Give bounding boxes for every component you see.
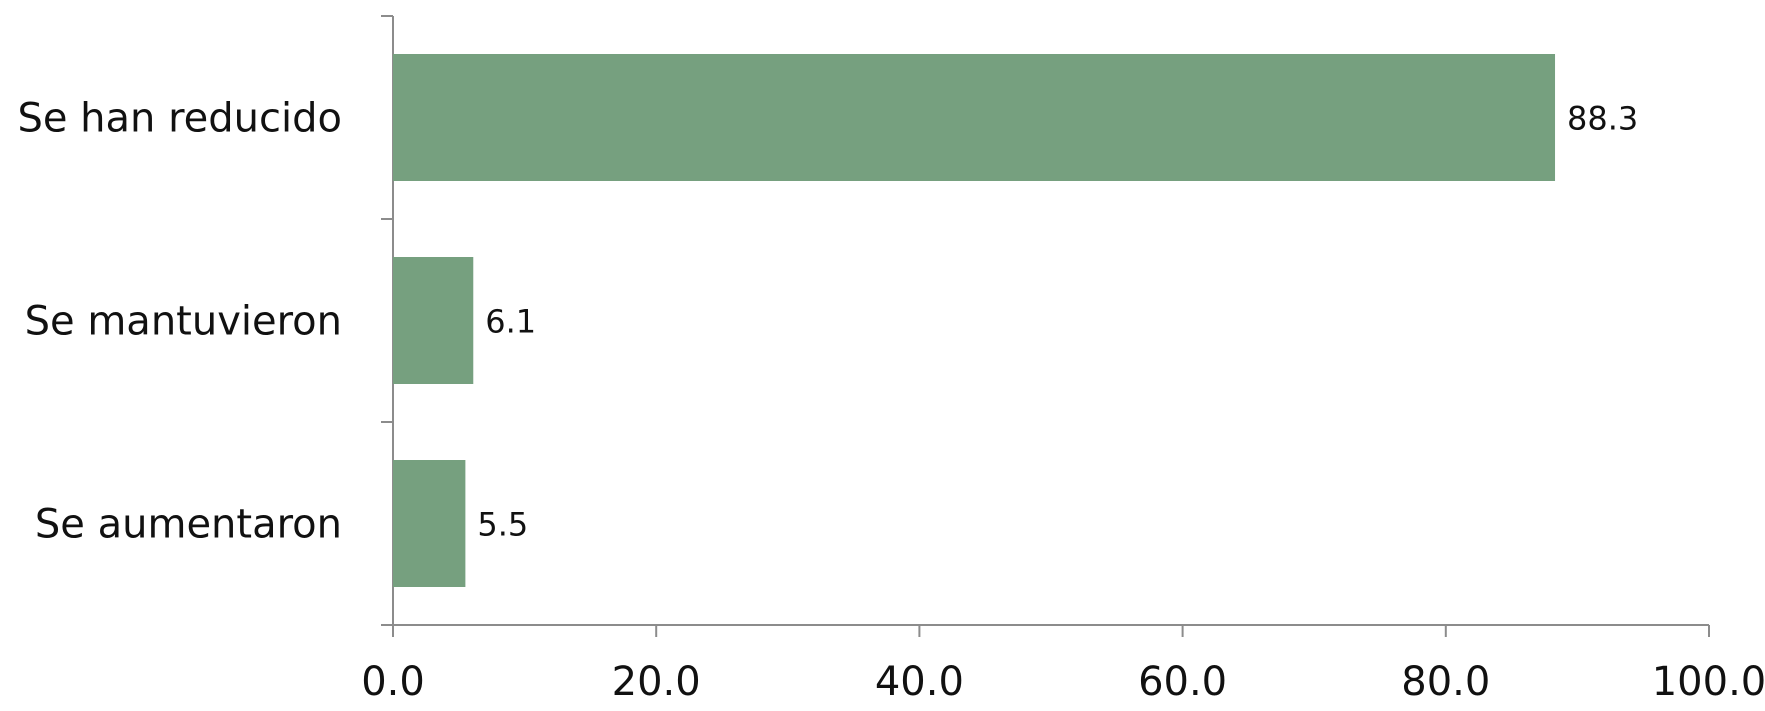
category-label: Se han reducido — [17, 96, 342, 142]
data-label: 88.3 — [1567, 100, 1638, 138]
data-label: 5.5 — [477, 506, 528, 544]
data-label: 6.1 — [485, 303, 536, 341]
category-label: Se mantuvieron — [25, 299, 342, 345]
bar — [393, 460, 466, 587]
category-label: Se aumentaron — [35, 502, 342, 548]
x-tick-label: 20.0 — [612, 659, 701, 705]
x-tick-label: 100.0 — [1652, 659, 1765, 705]
x-tick-label: 0.0 — [361, 659, 425, 705]
x-tick-label: 80.0 — [1401, 659, 1490, 705]
bar — [393, 54, 1556, 181]
chart-labels: 0.0 20.0 40.0 60.0 80.0 100.0 Se han reducido 8… — [17, 96, 1765, 706]
x-tick-label: 60.0 — [1138, 659, 1227, 705]
chart-bars — [393, 54, 1556, 587]
bar — [393, 257, 474, 384]
x-tick-label: 40.0 — [875, 659, 964, 705]
